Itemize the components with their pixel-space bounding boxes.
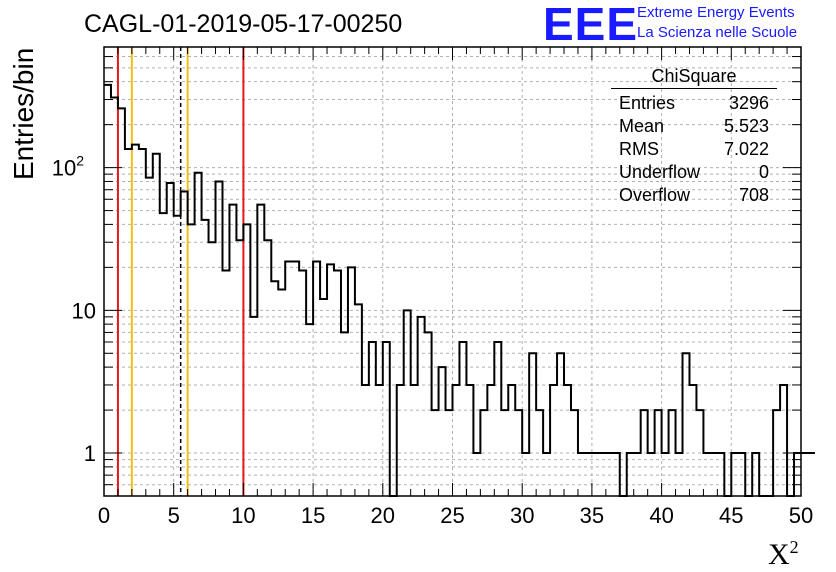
x-axis-label: X2 [768,537,799,571]
stats-row-mean: Mean 5.523 [611,115,777,138]
y-tick-label: 1 [84,441,96,466]
stats-label: Underflow [619,162,701,182]
eee-logo: EEE [543,0,639,50]
stats-value: 5.523 [723,116,769,136]
stats-label: Entries [619,93,676,113]
x-tick-label: 10 [231,503,255,528]
stats-box: ChiSquare Entries 3296 Mean 5.523 RMS 7.… [611,66,777,207]
x-tick-label: 20 [371,503,395,528]
stats-label: RMS [619,139,659,159]
y-axis-label: Entries/bin [8,47,39,180]
stats-value: 3296 [728,93,769,113]
x-tick-label: 45 [719,503,743,528]
x-tick-label: 15 [301,503,325,528]
stats-value: 708 [738,185,769,205]
x-tick-label: 0 [98,503,110,528]
x-tick-label: 35 [580,503,604,528]
x-tick-label: 25 [440,503,464,528]
chart-title: CAGL-01-2019-05-17-00250 [84,10,403,38]
logo-text-line2: La Scienza nelle Scuole [637,24,798,41]
stats-row-rms: RMS 7.022 [611,138,777,161]
stats-title: ChiSquare [611,66,777,89]
x-tick-label: 5 [168,503,180,528]
x-tick-label: 50 [789,503,813,528]
x-tick-label: 30 [510,503,534,528]
logo-text-line1: Extreme Energy Events [637,4,795,21]
stats-label: Mean [619,116,665,136]
stats-row-overflow: Overflow 708 [611,184,777,207]
histogram-line [104,83,815,497]
y-tick-label: 102 [52,153,84,181]
stats-value: 7.022 [723,139,769,159]
y-tick-label: 10 [72,298,96,323]
stats-label: Overflow [619,185,691,205]
stats-row-underflow: Underflow 0 [611,161,777,184]
x-tick-label: 40 [649,503,673,528]
stats-row-entries: Entries 3296 [611,92,777,115]
stats-value: 0 [758,162,769,182]
